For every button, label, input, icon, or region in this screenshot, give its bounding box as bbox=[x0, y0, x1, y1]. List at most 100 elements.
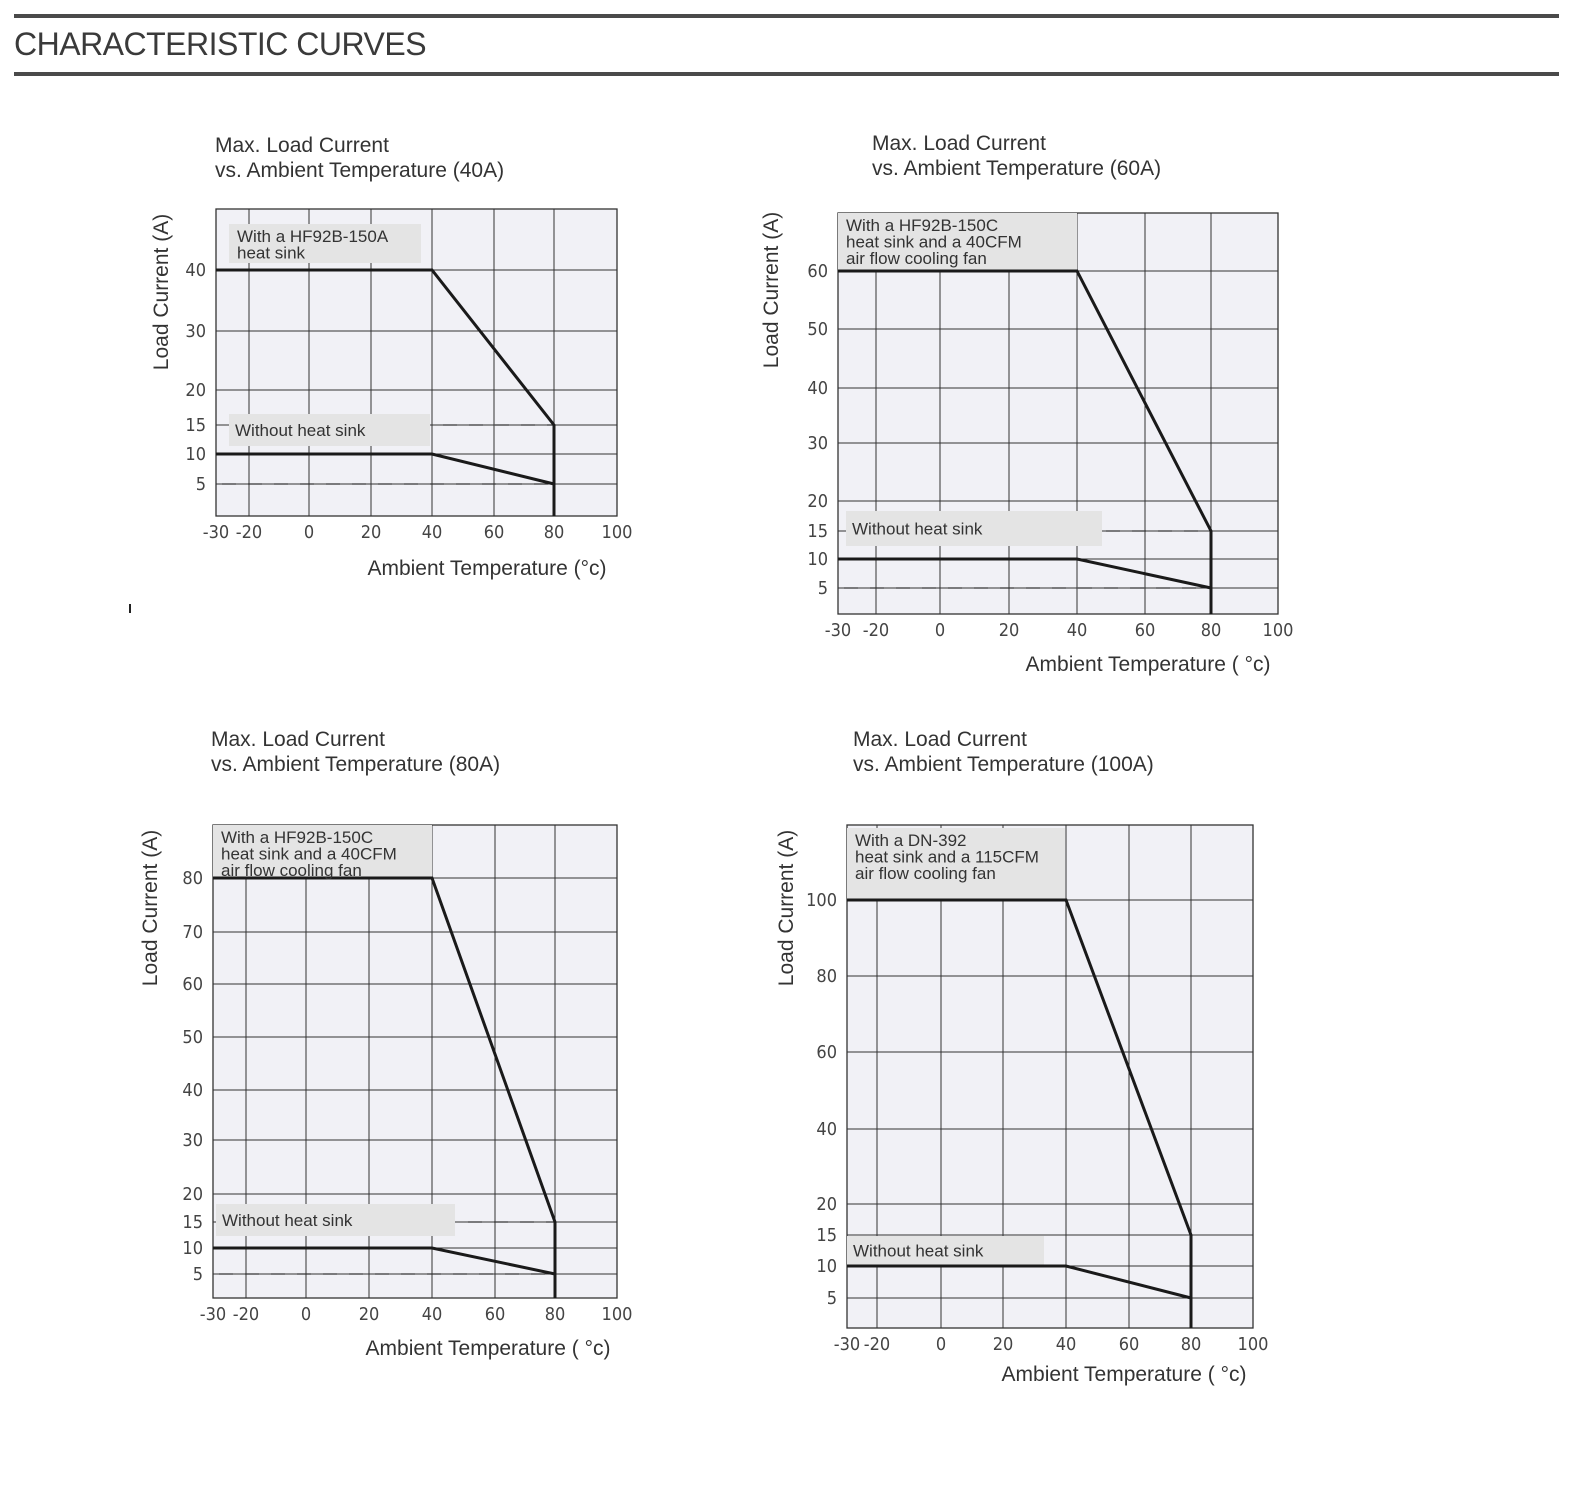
chart-80a: With a HF92B-150C heat sink and a 40CFM ai… bbox=[139, 728, 632, 1360]
x-tick-label: 80 bbox=[545, 1304, 566, 1325]
x-tick-label: 40 bbox=[1067, 620, 1088, 641]
x-tick-label: 20 bbox=[359, 1304, 380, 1325]
series-line-without-heat-sink bbox=[213, 1246, 556, 1276]
series-label-box bbox=[216, 1204, 455, 1236]
y-tick-label: 15 bbox=[185, 415, 206, 436]
x-axis-label: Ambient Temperature ( °c) bbox=[1002, 1363, 1247, 1386]
series-label-text: air flow cooling fan bbox=[855, 864, 996, 883]
y-tick-label: 10 bbox=[185, 444, 206, 465]
series-label-text: With a HF92B-150A bbox=[237, 227, 389, 246]
x-tick-label: 40 bbox=[422, 1304, 443, 1325]
chart-title: Max. Load Current bbox=[215, 134, 389, 157]
top-rule bbox=[14, 14, 1559, 18]
x-tick-label: 0 bbox=[936, 1334, 946, 1355]
series-label-text: air flow cooling fan bbox=[221, 861, 362, 880]
y-tick-label: 10 bbox=[816, 1256, 837, 1277]
series-label-text: air flow cooling fan bbox=[846, 249, 987, 268]
y-tick-label: 20 bbox=[807, 491, 828, 512]
y-tick-label: 15 bbox=[807, 521, 828, 542]
series-line-with-heat-sink bbox=[847, 898, 1193, 1328]
series-line-with-heat-sink bbox=[213, 876, 557, 1298]
y-tick-label: 15 bbox=[182, 1212, 203, 1233]
y-axis-label: Load Current (A) bbox=[760, 212, 783, 368]
chart-title: vs. Ambient Temperature (60A) bbox=[872, 157, 1161, 180]
x-tick-label: 80 bbox=[1201, 620, 1222, 641]
y-tick-label: 15 bbox=[816, 1225, 837, 1246]
series-label-box bbox=[838, 213, 1077, 270]
x-tick-label: 100 bbox=[1238, 1334, 1269, 1355]
y-tick-label: 50 bbox=[807, 319, 828, 340]
series-label-text: heat sink and a 115CFM bbox=[855, 848, 1039, 867]
y-tick-label: 30 bbox=[807, 433, 828, 454]
y-tick-label: 5 bbox=[827, 1288, 837, 1309]
y-tick-label: 40 bbox=[816, 1119, 837, 1140]
series-line-without-heat-sink bbox=[847, 1264, 1192, 1300]
x-tick-label: -30 bbox=[834, 1334, 860, 1355]
y-tick-label: 40 bbox=[185, 260, 206, 281]
y-tick-label: 20 bbox=[182, 1184, 203, 1205]
x-tick-label: 20 bbox=[999, 620, 1020, 641]
x-tick-label: 60 bbox=[1135, 620, 1156, 641]
chart-60a: With a HF92B-150C heat sink and a 40CFM ai… bbox=[0, 0, 1576, 700]
bottom-rule bbox=[14, 72, 1559, 76]
chart-title: vs. Ambient Temperature (40A) bbox=[215, 159, 504, 182]
series-label-text: With a DN-392 bbox=[855, 831, 966, 850]
y-tick-label: 100 bbox=[806, 890, 837, 911]
x-tick-label: 60 bbox=[485, 1304, 506, 1325]
x-tick-label: -20 bbox=[864, 1334, 890, 1355]
chart-title: Max. Load Current bbox=[853, 728, 1027, 751]
x-axis-label: Ambient Temperature ( °c) bbox=[366, 1337, 611, 1360]
series-line-without-heat-sink bbox=[838, 557, 1212, 590]
series-label-box bbox=[846, 511, 1102, 546]
x-axis-label: Ambient Temperature (°c) bbox=[367, 557, 606, 580]
chart-title: Max. Load Current bbox=[211, 728, 385, 751]
x-tick-label: -20 bbox=[863, 620, 889, 641]
chart-40a: With a HF92B-150A heat sink Without heat s… bbox=[0, 0, 790, 700]
series-label-box bbox=[847, 1236, 1044, 1265]
x-tick-label: 100 bbox=[1263, 620, 1294, 641]
y-tick-label: 80 bbox=[182, 868, 203, 889]
x-tick-label: 80 bbox=[1181, 1334, 1202, 1355]
x-tick-label: 40 bbox=[422, 522, 443, 543]
y-tick-label: 40 bbox=[807, 378, 828, 399]
series-line-without-heat-sink bbox=[216, 452, 555, 486]
series-label-text: heat sink bbox=[237, 244, 306, 263]
y-tick-label: 60 bbox=[816, 1042, 837, 1063]
y-tick-label: 60 bbox=[182, 974, 203, 995]
y-tick-label: 30 bbox=[182, 1130, 203, 1151]
plot-area bbox=[837, 212, 1279, 615]
chart-title: Max. Load Current bbox=[872, 132, 1046, 155]
x-tick-label: 20 bbox=[361, 522, 382, 543]
page-title: CHARACTERISTIC CURVES bbox=[14, 26, 427, 62]
y-tick-label: 30 bbox=[185, 321, 206, 342]
y-axis-label: Load Current (A) bbox=[150, 214, 173, 370]
series-label-text: Without heat sink bbox=[222, 1211, 353, 1230]
y-tick-label: 20 bbox=[185, 380, 206, 401]
series-label-text: Without heat sink bbox=[852, 520, 983, 539]
y-tick-label: 50 bbox=[182, 1027, 203, 1048]
x-tick-label: -20 bbox=[233, 1304, 259, 1325]
series-label-text: With a HF92B-150C bbox=[221, 828, 373, 847]
series-label-text: heat sink and a 40CFM bbox=[846, 233, 1022, 252]
x-tick-label: 100 bbox=[602, 1304, 633, 1325]
series-label-box bbox=[229, 224, 421, 263]
y-tick-label: 40 bbox=[182, 1080, 203, 1101]
series-line-with-heat-sink bbox=[216, 268, 556, 516]
x-tick-label: 60 bbox=[484, 522, 505, 543]
x-tick-label: -30 bbox=[200, 1304, 226, 1325]
series-label-text: Without heat sink bbox=[853, 1242, 984, 1261]
x-tick-label: 20 bbox=[993, 1334, 1014, 1355]
y-axis-label: Load Current (A) bbox=[139, 830, 162, 986]
x-tick-label: -30 bbox=[825, 620, 851, 641]
y-tick-label: 5 bbox=[196, 474, 206, 495]
series-label-text: Without heat sink bbox=[235, 421, 366, 440]
y-tick-label: 10 bbox=[182, 1238, 203, 1259]
x-tick-label: -20 bbox=[236, 522, 262, 543]
series-label-text: With a HF92B-150C bbox=[846, 216, 998, 235]
series-label-text: heat sink and a 40CFM bbox=[221, 845, 397, 864]
x-tick-label: -30 bbox=[203, 522, 229, 543]
